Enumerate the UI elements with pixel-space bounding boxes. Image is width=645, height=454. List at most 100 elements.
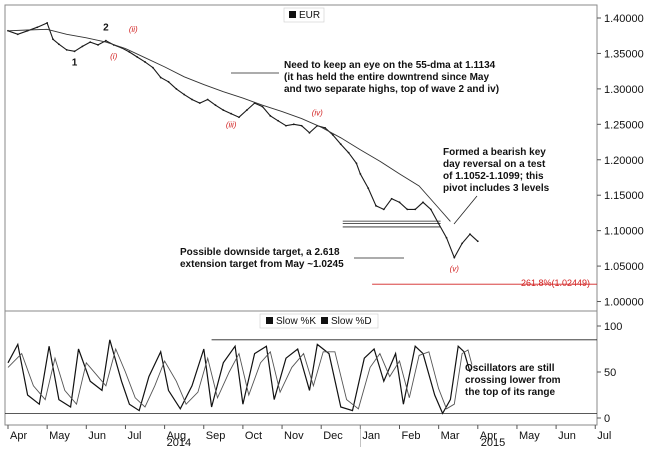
eur-price-point: [445, 236, 448, 239]
wave-labels: 1 2 (i) (ii) (iii) (iv) (v): [72, 23, 460, 274]
eur-price-point: [406, 208, 409, 211]
annotation-line: the top of its range: [465, 387, 555, 398]
reversal-note-pointer: [453, 195, 478, 225]
price-y-tick-label: 1.00000: [604, 297, 644, 309]
eur-price-point: [292, 123, 295, 126]
eur-price-point: [469, 233, 471, 236]
eur-price-point: [453, 256, 456, 259]
x-year-label: 2014: [167, 437, 191, 449]
x-tick-label: May: [519, 430, 540, 442]
eur-price-point: [390, 197, 393, 200]
price-y-axis: 1.40000 1.35000 1.30000 1.25000 1.20000 1.150…: [597, 13, 644, 309]
eur-price-point: [476, 240, 479, 243]
annotation-target-note: Possible downside target, a 2.618extensi…: [180, 247, 404, 270]
wave-label: (i): [110, 52, 117, 61]
oscillator-series-group: [7, 339, 473, 415]
target-level-label: 261.8%(1.02449): [521, 278, 590, 288]
price-y-tick-label: 1.20000: [604, 155, 644, 167]
annotation-line: extension target from May ~1.0245: [180, 259, 344, 270]
annotation-line: day reversal on a test: [443, 159, 546, 170]
x-tick-label: Apr: [10, 430, 27, 442]
x-tick-label: Jul: [127, 430, 141, 442]
price-reference-lines: [342, 220, 597, 285]
x-tick-label: Jan: [362, 430, 380, 442]
annotation-dma-note: Need to keep an eye on the 55-dma at 1.1…: [231, 60, 499, 95]
eur-price-point: [46, 22, 49, 24]
eur-price-point: [261, 105, 264, 108]
eur-price-point: [175, 87, 178, 90]
dma-55-line: [7, 28, 451, 222]
annotation-line: and two separate highs, top of wave 2 an…: [284, 84, 499, 95]
slow-d-line: [7, 347, 473, 410]
price-legend: EUR: [283, 7, 325, 23]
price-series-group: [7, 22, 479, 259]
oscillator-y-tick-label: 0: [604, 413, 610, 425]
oscillator-reference-lines: [5, 339, 597, 414]
eur-price-point: [97, 44, 99, 46]
x-tick-label: May: [49, 430, 70, 442]
eur-price-point: [136, 56, 139, 58]
eur-price-point: [65, 48, 68, 51]
x-tick-label: Feb: [402, 430, 421, 442]
price-y-tick-label: 1.10000: [604, 226, 644, 238]
annotation-line: Formed a bearish key: [443, 147, 546, 158]
eur-price-point: [16, 33, 19, 36]
oscillator-legend: Slow %K Slow %D: [259, 313, 379, 329]
eur-price-point: [277, 119, 280, 122]
slow-k-line: [7, 339, 471, 415]
eur-price-point: [230, 112, 233, 115]
wave-label: (iv): [312, 109, 323, 118]
eur-price-point: [429, 208, 432, 211]
legend-label-slow-k: Slow %K: [276, 316, 316, 327]
x-tick-label: Aug: [167, 430, 187, 442]
eur-price-point: [414, 208, 417, 211]
eur-price-point: [222, 109, 225, 112]
x-tick-label: Oct: [245, 430, 262, 442]
x-axis: Apr May Jun Jul Aug Sep Oct Nov Dec Jan Feb Mar Apr M…: [7, 425, 611, 449]
price-y-tick-label: 1.35000: [604, 48, 644, 60]
annotation-line: of 1.1052-1.1099; this: [443, 171, 544, 182]
x-tick-label: Jun: [558, 430, 576, 442]
annotation-line: pivot includes 3 levels: [443, 183, 550, 194]
eur-price-point: [355, 162, 358, 165]
annotation-line: Oscillators are still: [465, 363, 555, 374]
price-y-tick-label: 1.15000: [604, 190, 644, 202]
price-y-tick-label: 1.25000: [604, 119, 644, 131]
eur-price-point: [269, 114, 272, 117]
eur-price-point: [128, 51, 131, 53]
x-tick-label: Sep: [206, 430, 226, 442]
x-tick-label: Jun: [88, 430, 106, 442]
annotation-line: (it has held the entire downtrend since …: [284, 72, 489, 83]
eur-price-point: [398, 201, 401, 204]
eur-price-point: [52, 38, 54, 41]
legend-swatch-slow-d: [321, 317, 328, 324]
eur-price-point: [191, 98, 193, 101]
legend-label-eur: EUR: [299, 10, 320, 21]
oscillator-y-tick-label: 100: [604, 321, 622, 333]
annotation-line: Possible downside target, a 2.618: [180, 247, 340, 258]
wave-label: (v): [450, 265, 460, 274]
eur-price-point: [144, 61, 146, 63]
eur-price-point: [206, 98, 209, 101]
eur-price-point: [339, 143, 342, 146]
eur-price-point: [238, 116, 240, 119]
price-y-tick-label: 1.40000: [604, 13, 644, 25]
x-tick-label: Nov: [284, 430, 304, 442]
wave-label: 1: [72, 57, 78, 68]
eur-price-point: [347, 151, 350, 154]
eur-price-point: [461, 242, 464, 245]
x-tick-label: Dec: [323, 430, 343, 442]
x-year-label: 2015: [481, 437, 505, 449]
eur-price-point: [367, 187, 370, 190]
legend-label-slow-d: Slow %D: [331, 316, 372, 327]
legend-swatch-eur: [289, 11, 296, 18]
oscillator-y-axis: 100 50 0: [597, 321, 622, 425]
eur-price-point: [151, 66, 154, 69]
eur-price-point: [104, 39, 107, 42]
eur-price-point: [198, 102, 201, 104]
annotation-line: Need to keep an eye on the 55-dma at 1.1…: [284, 60, 496, 71]
